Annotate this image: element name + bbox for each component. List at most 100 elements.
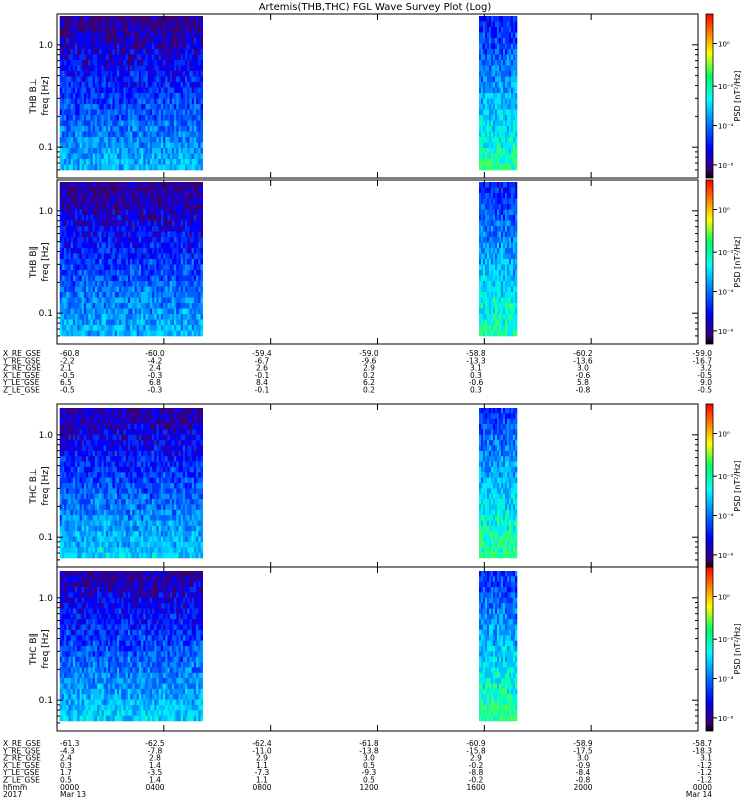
ephem-value: 0.5 — [363, 776, 375, 785]
ephemeris-thc: X_RE_GSE -61.3 -62.5 -62.4 -61.8 -60.9 -58.9 -5… — [2, 739, 712, 785]
x-tick-label: 1200 — [359, 783, 378, 792]
spectrogram-interval — [479, 571, 518, 722]
ephem-row-label: Z_RE_GSE — [3, 754, 41, 763]
freq-label: freq [Hz] — [41, 466, 51, 505]
spectrogram-interval — [479, 16, 518, 171]
x-tick-label: 0400 — [145, 783, 164, 792]
ephem-value: 2.9 — [363, 364, 375, 373]
ephem-value: -0.8 — [576, 386, 591, 395]
ephem-row-label: Z_LE_GSE — [3, 776, 40, 785]
spectrogram-interval — [479, 408, 518, 559]
ephem-value: 3.0 — [577, 754, 589, 763]
ephem-value: -0.2 — [469, 761, 484, 770]
ephemeris-thb: X_RE_GSE -60.8 -60.0 -59.4 -59.0 -58.8 -60.2 -5… — [2, 349, 712, 395]
ephem-value: 2.1 — [60, 364, 72, 373]
ephem-value: -59.0 — [693, 349, 713, 358]
ephem-value: -0.6 — [576, 371, 591, 380]
ephem-value: -58.8 — [466, 349, 486, 358]
time-axis-labels: hhmm 0000 0400 0800 1200 1600 2000 0000 2017 Mar … — [3, 783, 712, 799]
ephem-value: -0.2 — [469, 776, 484, 785]
ephem-value: -0.1 — [255, 386, 270, 395]
ephem-value: 1.4 — [149, 776, 161, 785]
panel-ylabel: THB B⊥ — [29, 78, 39, 114]
spectrogram-interval — [59, 571, 203, 722]
ephem-value: -59.0 — [359, 349, 379, 358]
y-tick-label: 0.1 — [39, 143, 53, 153]
ephem-value: -0.1 — [255, 371, 270, 380]
ephem-value: -15.8 — [466, 746, 486, 755]
colorbar: 10⁰ 10⁻² 10⁻⁴ 10⁻⁶ PSD [nT²/Hz] — [705, 566, 742, 732]
ephem-value: -0.3 — [148, 386, 163, 395]
ephem-value: 2.8 — [149, 754, 161, 763]
spectrogram-panel: 1.0 0.1 THC B‖ freq [Hz] — [29, 566, 699, 732]
ephem-value: -13.6 — [573, 356, 593, 365]
plot-title: Artemis(THB,THC) FGL Wave Survey Plot (L… — [259, 2, 492, 13]
ephem-value: -0.6 — [469, 378, 484, 387]
colorbar-tick-label: 10⁻² — [718, 83, 734, 91]
colorbar-label: PSD [nT²/Hz] — [733, 461, 742, 512]
ephem-row-label: X_RE_GSE — [3, 739, 41, 748]
ephem-value: -3.5 — [148, 768, 163, 777]
x-tick-label: 0800 — [252, 783, 271, 792]
ephem-value: -16.7 — [693, 356, 713, 365]
ephem-row-label: X_RE_GSE — [3, 349, 41, 358]
ephem-value: -61.8 — [359, 739, 379, 748]
ephem-value: -4.3 — [60, 746, 75, 755]
ephem-row-label: Y_LE_GSE — [2, 378, 40, 387]
ephem-value: 0.3 — [60, 761, 72, 770]
spectrogram-panel: 1.0 0.1 THB B⊥ freq [Hz] — [29, 13, 699, 179]
ephem-value: -13.8 — [359, 746, 379, 755]
x-tick-label: 0000 — [693, 783, 712, 792]
ephem-value: -6.7 — [255, 356, 270, 365]
spectrogram-interval — [59, 408, 203, 559]
ephem-value: -8.4 — [576, 768, 591, 777]
panel-ylabel: THC B⊥ — [29, 468, 39, 505]
colorbar-label: PSD [nT²/Hz] — [733, 624, 742, 675]
x-tick-label: 2000 — [573, 783, 592, 792]
y-tick-label: 1.0 — [39, 41, 54, 51]
colorbar-label: PSD [nT²/Hz] — [733, 71, 742, 122]
colorbar-tick-label: 10⁻⁴ — [718, 676, 734, 684]
ephem-value: -1.2 — [697, 761, 712, 770]
ephem-value: -60.0 — [145, 349, 165, 358]
ephem-value: 0.5 — [363, 761, 375, 770]
ephem-value: 1.1 — [256, 776, 268, 785]
ephem-value: -62.5 — [145, 739, 165, 748]
ephem-row-label: Y_RE_GSE — [2, 356, 41, 365]
ephem-value: -60.8 — [60, 349, 80, 358]
colorbar-tick-label: 10⁻⁶ — [718, 328, 734, 336]
ephem-value: -58.9 — [573, 739, 593, 748]
colorbar-tick-label: 10⁰ — [718, 41, 730, 49]
ephem-value: 0.2 — [363, 371, 375, 380]
colorbar-tick-label: 10⁻⁶ — [718, 162, 734, 170]
ephem-value: 8.4 — [256, 378, 268, 387]
ephem-value: -0.5 — [697, 386, 712, 395]
time-label: hhmm — [3, 783, 27, 792]
ephem-value: -0.5 — [60, 386, 75, 395]
y-tick-label: 1.0 — [39, 594, 54, 604]
panel-ylabel: THC B‖ — [29, 633, 39, 666]
colorbar-tick-label: 10⁻⁴ — [718, 123, 734, 131]
ephem-value: -2.2 — [60, 356, 75, 365]
ephem-value: 0.3 — [470, 371, 482, 380]
ephem-value: -0.8 — [576, 776, 591, 785]
ephem-value: -60.9 — [466, 739, 486, 748]
ephem-value: 3.1 — [700, 754, 712, 763]
spectrogram-panel: 1.0 0.1 THB B‖ freq [Hz] — [29, 179, 699, 345]
ephem-value: -0.5 — [60, 371, 75, 380]
x-tick-label: 0000 — [60, 783, 79, 792]
ephem-row-label: X_LE_GSE — [3, 371, 40, 380]
ephem-row-label: Y_RE_GSE — [2, 746, 41, 755]
spectrogram-panel: 1.0 0.1 THC B⊥ freq [Hz] — [29, 403, 699, 569]
spectrogram-interval — [59, 182, 203, 337]
ephem-row-label: Z_RE_GSE — [3, 364, 41, 373]
y-tick-label: 1.0 — [39, 431, 54, 441]
ephem-value: 2.4 — [60, 754, 72, 763]
y-tick-label: 0.1 — [39, 533, 53, 543]
ephem-value: -58.7 — [693, 739, 713, 748]
panel-ylabel: THB B‖ — [29, 246, 39, 279]
ephem-value: 5.8 — [577, 378, 589, 387]
colorbar: 10⁰ 10⁻² 10⁻⁴ 10⁻⁶ PSD [nT²/Hz] — [705, 13, 742, 179]
ephem-value: 9.0 — [700, 378, 712, 387]
y-tick-label: 0.1 — [39, 309, 53, 319]
